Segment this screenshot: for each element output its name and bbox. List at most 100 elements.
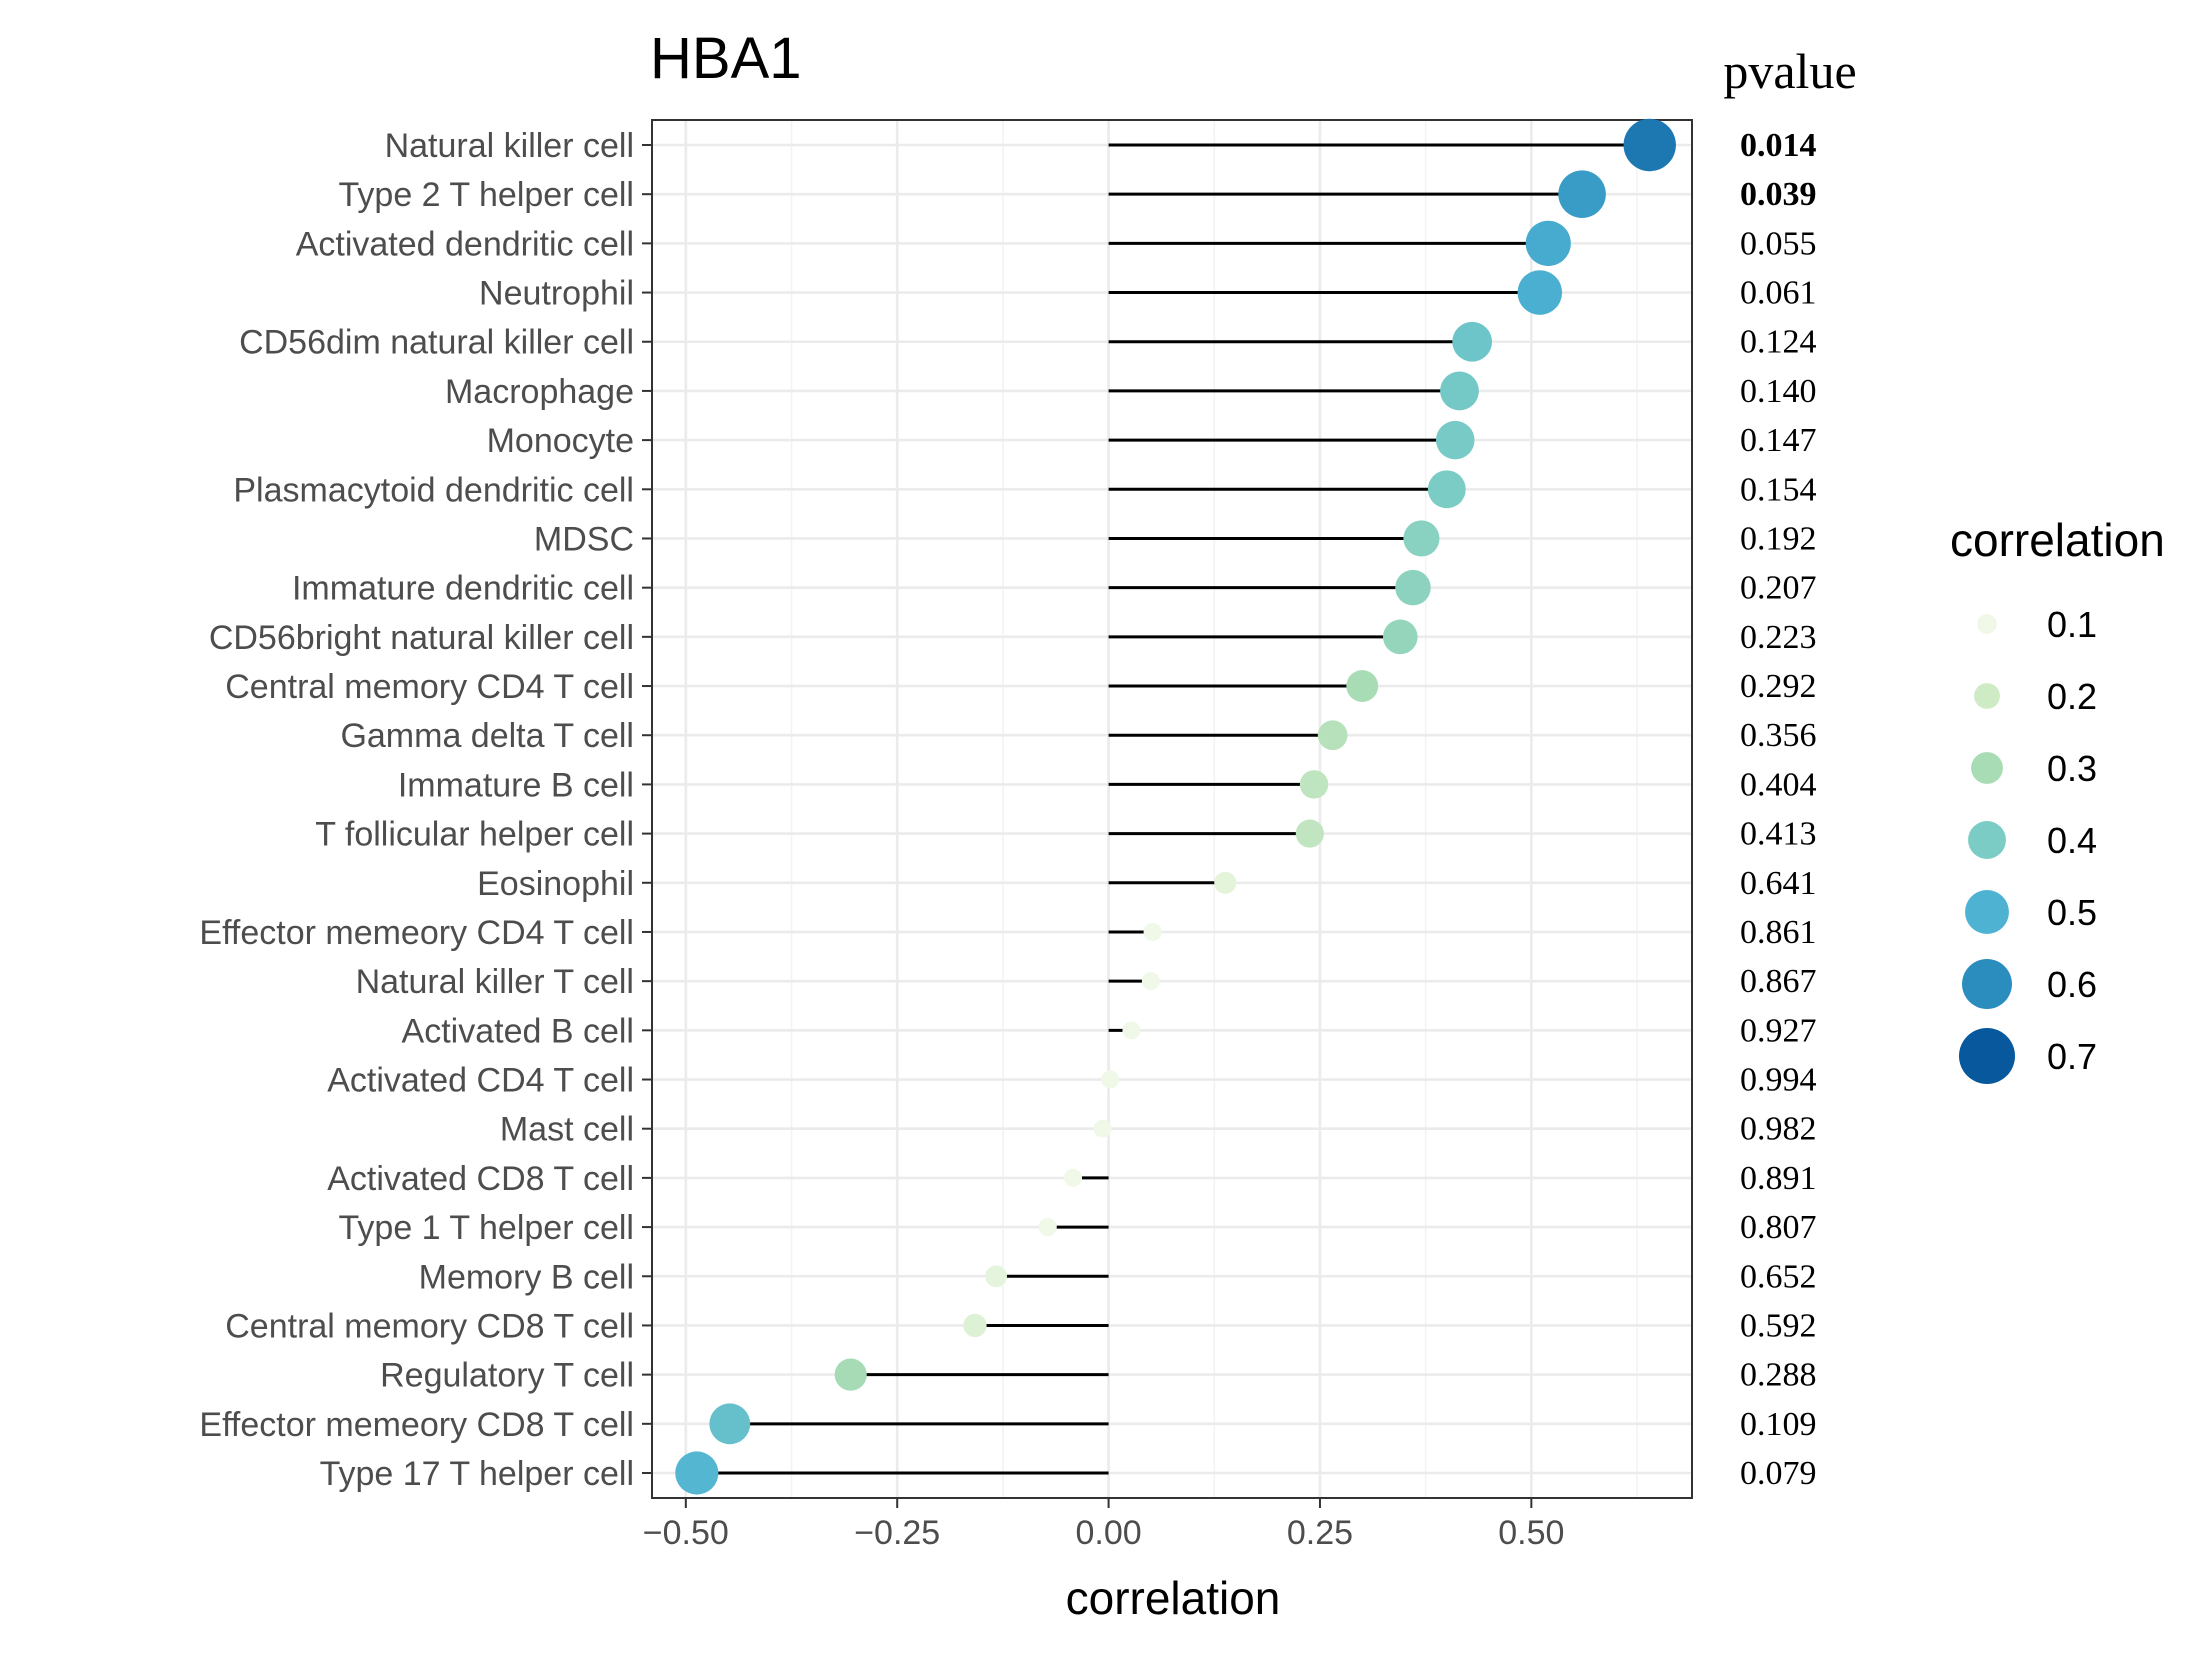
y-tick-label: Central memory CD8 T cell: [225, 1307, 634, 1345]
pvalue-label: 0.356: [1740, 717, 1817, 754]
lollipop-point: [1064, 1168, 1083, 1187]
pvalue-label: 0.982: [1740, 1111, 1817, 1148]
y-tick-label: Neutrophil: [479, 275, 634, 313]
pvalue-label: 0.061: [1740, 275, 1817, 312]
lollipop-point: [1317, 720, 1348, 751]
legend-label: 0.5: [2047, 892, 2097, 933]
y-tick-label: Mast cell: [500, 1111, 634, 1149]
x-axis-label: correlation: [1066, 1572, 1281, 1624]
legend-swatch: [1971, 752, 2003, 784]
lollipop-point: [1395, 569, 1431, 606]
y-tick-label: Type 2 T helper cell: [339, 176, 634, 214]
lollipop-point: [1093, 1119, 1112, 1138]
y-tick-label: Immature B cell: [398, 766, 634, 804]
pvalue-label: 0.154: [1740, 471, 1817, 508]
legend-label: 0.2: [2047, 676, 2097, 717]
lollipop-point: [1299, 770, 1329, 799]
lollipop-point: [675, 1451, 719, 1495]
x-tick-label: −0.50: [643, 1514, 729, 1552]
legend-swatch: [1962, 959, 2012, 1009]
y-tick-label: Immature dendritic cell: [292, 570, 634, 608]
pvalue-label: 0.140: [1740, 373, 1817, 410]
y-tick-label: Activated CD4 T cell: [327, 1062, 634, 1100]
pvalue-label: 0.124: [1740, 324, 1817, 361]
lollipop-point: [1623, 118, 1676, 172]
y-tick-label: Macrophage: [445, 373, 634, 411]
pvalue-label: 0.223: [1740, 619, 1817, 656]
y-tick-label: Monocyte: [487, 422, 634, 460]
lollipop-point: [1558, 170, 1606, 218]
y-tick-label: Activated B cell: [402, 1012, 634, 1050]
plot-panel-border: [651, 119, 1693, 1499]
pvalue-label: 0.207: [1740, 570, 1817, 607]
lollipop-point: [1435, 420, 1475, 460]
y-tick-label: T follicular helper cell: [315, 816, 634, 854]
lollipop-point: [1440, 371, 1479, 411]
lollipop-point: [985, 1265, 1008, 1288]
pvalue-label: 0.014: [1740, 127, 1817, 164]
lollipop-point: [1122, 1021, 1141, 1040]
pvalue-label: 0.147: [1740, 422, 1817, 459]
x-tick-label: 0.25: [1287, 1514, 1353, 1552]
pvalue-label: 0.652: [1740, 1258, 1817, 1295]
y-tick-label: CD56bright natural killer cell: [209, 619, 634, 657]
lollipop-point: [1382, 619, 1418, 655]
x-tick-label: −0.25: [854, 1514, 940, 1552]
lollipop-point: [963, 1313, 987, 1338]
pvalue-label: 0.079: [1740, 1455, 1817, 1492]
lollipop-point: [1517, 270, 1563, 315]
x-tick-label: 0.00: [1075, 1514, 1141, 1552]
y-tick-label: Gamma delta T cell: [340, 717, 634, 755]
legend-swatch: [1965, 890, 2009, 934]
legend-label: 0.4: [2047, 820, 2097, 861]
pvalue-label: 0.404: [1740, 766, 1817, 803]
chart-title: HBA1: [650, 26, 802, 91]
y-tick-label: Regulatory T cell: [380, 1357, 634, 1395]
pvalue-label: 0.994: [1740, 1062, 1817, 1099]
lollipop-point: [709, 1403, 751, 1445]
lollipop-point: [1143, 922, 1162, 941]
legend-label: 0.1: [2047, 604, 2097, 645]
y-tick-label: CD56dim natural killer cell: [239, 324, 634, 362]
y-tick-label: Natural killer T cell: [356, 963, 634, 1001]
pvalue-label: 0.288: [1740, 1357, 1817, 1394]
lollipop-point: [1346, 670, 1379, 702]
y-tick-label: Plasmacytoid dendritic cell: [233, 471, 634, 509]
y-tick-label: Eosinophil: [477, 865, 634, 903]
pvalue-label: 0.292: [1740, 668, 1817, 705]
pvalue-label: 0.867: [1740, 963, 1817, 1000]
pvalue-label: 0.055: [1740, 225, 1817, 262]
legend-label: 0.6: [2047, 964, 2097, 1005]
pvalue-label: 0.413: [1740, 816, 1817, 853]
pvalue-label: 0.807: [1740, 1209, 1817, 1246]
legend-title: correlation: [1950, 514, 2165, 566]
pvalue-header: pvalue: [1723, 43, 1856, 99]
y-tick-label: Effector memeory CD8 T cell: [199, 1406, 634, 1444]
y-tick-label: Type 1 T helper cell: [339, 1209, 634, 1247]
y-tick-label: Central memory CD4 T cell: [225, 668, 634, 706]
lollipop-point: [1295, 819, 1324, 848]
pvalue-label: 0.641: [1740, 865, 1817, 902]
legend-swatch: [1959, 1028, 2015, 1084]
pvalue-label: 0.861: [1740, 914, 1817, 951]
lollipop-point: [1525, 220, 1571, 266]
legend-label: 0.3: [2047, 748, 2097, 789]
pvalue-label: 0.109: [1740, 1406, 1817, 1443]
legend-swatch: [1968, 821, 2006, 859]
y-tick-label: MDSC: [534, 520, 634, 558]
pvalue-label: 0.039: [1740, 176, 1817, 213]
lollipop-point: [1427, 470, 1466, 509]
pvalue-label: 0.192: [1740, 520, 1817, 557]
pvalue-label: 0.927: [1740, 1012, 1817, 1049]
legend-swatch: [1974, 683, 2000, 709]
y-tick-label: Type 17 T helper cell: [320, 1455, 634, 1493]
lollipop-point: [1101, 1070, 1120, 1089]
y-tick-label: Natural killer cell: [385, 127, 634, 165]
legend-swatch: [1977, 614, 1997, 634]
pvalue-label: 0.891: [1740, 1160, 1817, 1197]
lollipop-point: [1141, 972, 1160, 991]
x-tick-label: 0.50: [1498, 1514, 1564, 1552]
pvalue-label: 0.592: [1740, 1307, 1817, 1344]
lollipop-point: [1214, 871, 1237, 894]
